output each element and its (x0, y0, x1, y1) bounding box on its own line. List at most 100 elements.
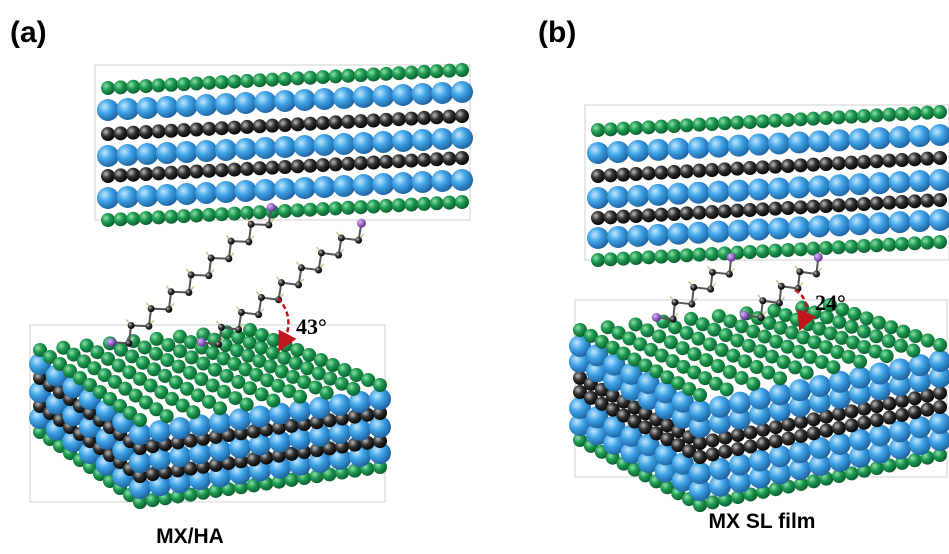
atom (354, 200, 368, 214)
atom (718, 204, 732, 218)
atom (430, 110, 444, 124)
atom (730, 204, 744, 218)
atom (329, 157, 343, 171)
atom (629, 251, 643, 265)
atom (756, 114, 770, 128)
atom (794, 242, 808, 256)
atom (906, 344, 920, 358)
atom (908, 405, 922, 419)
atom (743, 115, 757, 129)
angle-label: 43° (296, 314, 327, 339)
atom (431, 128, 453, 150)
panel-label: (a) (10, 16, 47, 49)
atom (616, 252, 630, 266)
atom (136, 185, 158, 207)
atom (265, 161, 279, 175)
atom (845, 320, 859, 334)
atom (642, 208, 656, 222)
atom (451, 127, 473, 149)
carbon (796, 268, 803, 275)
atom (274, 136, 296, 158)
atom (728, 135, 750, 157)
carbon (355, 237, 362, 244)
atom (832, 315, 846, 329)
atom (117, 144, 139, 166)
atom (908, 194, 922, 208)
atom (604, 252, 618, 266)
atom (929, 350, 949, 372)
atom (346, 382, 360, 396)
atom (587, 227, 609, 249)
anchor (727, 253, 736, 262)
atom (169, 417, 191, 439)
atom (329, 115, 343, 129)
atom (807, 474, 821, 488)
atom (921, 334, 935, 348)
atom (412, 83, 434, 105)
atom (329, 201, 343, 215)
atom (693, 450, 707, 464)
atom (353, 132, 375, 154)
atom (97, 187, 119, 209)
atom (647, 139, 669, 161)
atom (908, 152, 922, 166)
atom (266, 394, 280, 408)
carbon (218, 324, 225, 331)
atom (647, 224, 669, 246)
atom (807, 412, 821, 426)
atom (789, 379, 811, 401)
atom (101, 169, 115, 183)
atom (889, 126, 911, 148)
atom (139, 211, 153, 225)
atom (857, 416, 871, 430)
atom (933, 235, 947, 249)
atom (627, 185, 649, 207)
atom (680, 206, 694, 220)
atom (844, 198, 858, 212)
atom (591, 211, 605, 225)
atom (227, 75, 241, 89)
atom (756, 244, 770, 258)
atom (909, 125, 931, 147)
atom (316, 158, 330, 172)
atom (920, 106, 934, 120)
atom (718, 162, 732, 176)
atom (844, 110, 858, 124)
atom (768, 244, 782, 258)
caption: MX SL film (709, 510, 816, 533)
atom (291, 203, 305, 217)
atom (294, 177, 316, 199)
atom (353, 174, 375, 196)
atom (857, 325, 871, 339)
atom (379, 67, 393, 81)
atom (794, 112, 808, 126)
atom (909, 210, 931, 232)
atom (316, 70, 330, 84)
atom (929, 124, 949, 146)
atom (654, 208, 668, 222)
atom (333, 175, 355, 197)
atom (794, 158, 808, 172)
carbon (208, 255, 215, 262)
atom (882, 411, 896, 425)
atom (353, 86, 375, 108)
carbon (185, 289, 192, 296)
atom (746, 377, 760, 391)
atom (781, 243, 795, 257)
atom (372, 173, 394, 195)
atom (933, 338, 947, 352)
atom (929, 412, 949, 434)
atom (190, 123, 204, 137)
carbon (145, 323, 152, 330)
atom (254, 137, 276, 159)
carbon (148, 305, 155, 312)
carbon (125, 340, 132, 347)
atom (164, 78, 178, 92)
atom (882, 108, 896, 122)
atom (882, 196, 896, 210)
carbon (215, 341, 222, 348)
atom (455, 109, 469, 123)
atom (920, 194, 934, 208)
anchor (357, 219, 366, 228)
atom (788, 131, 810, 153)
